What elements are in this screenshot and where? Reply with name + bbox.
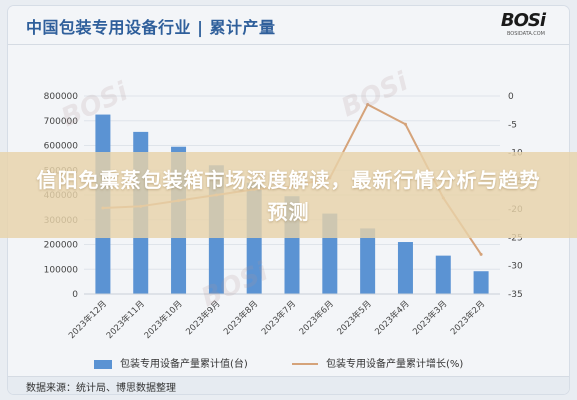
y-left-tick-label: 600000 <box>44 142 79 152</box>
y-right-tick-label: -30 <box>508 262 523 272</box>
bar <box>397 242 413 294</box>
x-tick-label: 2023年10月 <box>142 298 185 341</box>
bosi-logo-subtitle: BOSIDATA.COM <box>506 31 545 37</box>
y-left-tick-label: 0 <box>72 290 78 300</box>
line-point <box>403 122 407 126</box>
bar <box>473 271 489 294</box>
y-left-tick-label: 700000 <box>44 117 79 127</box>
bosi-logo: BOSi <box>500 10 546 31</box>
chart-legend: 包装专用设备产量累计值(台) 包装专用设备产量累计增长(%) <box>8 352 569 372</box>
y-left-tick-label: 800000 <box>44 92 79 102</box>
line-point <box>366 102 370 106</box>
y-right-tick-label: -35 <box>508 290 523 300</box>
bar <box>360 228 376 294</box>
chart-header: 中国包装专用设备行业 | 累计产量 BOSi BOSIDATA.COM <box>8 6 569 45</box>
bar <box>435 255 451 294</box>
x-tick-label: 2023年7月 <box>259 298 298 337</box>
y-right-tick-label: -25 <box>508 233 523 243</box>
x-tick-label: 2023年8月 <box>221 298 260 337</box>
x-tick-label: 2023年9月 <box>184 298 223 337</box>
legend-item-bar: 包装专用设备产量累计值(台) <box>94 355 248 370</box>
legend-bar-label: 包装专用设备产量累计值(台) <box>120 359 248 370</box>
line-point <box>479 252 483 256</box>
x-tick-label: 2023年4月 <box>373 298 412 337</box>
y-left-tick-label: 100000 <box>44 265 79 275</box>
x-tick-label: 2023年11月 <box>104 298 147 341</box>
y-left-tick-label: 200000 <box>44 241 79 251</box>
x-tick-label: 2023年3月 <box>410 298 449 337</box>
y-right-tick-label: 0 <box>508 92 514 102</box>
x-tick-label: 2023年5月 <box>335 298 374 337</box>
legend-bar-swatch <box>94 359 112 369</box>
x-tick-label: 2023年2月 <box>448 298 487 337</box>
legend-item-line: 包装专用设备产量累计增长(%) <box>292 355 463 370</box>
article-headline[interactable]: 信阳免熏蒸包装箱市场深度解读，最新行情分析与趋势预测 <box>36 168 541 224</box>
chart-title: 中国包装专用设备行业 | 累计产量 <box>26 18 276 37</box>
legend-line-swatch <box>292 363 318 365</box>
x-tick-label: 2023年12月 <box>66 298 109 341</box>
article-banner <box>0 152 577 238</box>
y-right-tick-label: -5 <box>508 120 517 130</box>
x-tick-label: 2023年6月 <box>297 298 336 337</box>
chart-footer: 数据来源：统计局、博思数据整理 <box>8 376 569 394</box>
legend-line-label: 包装专用设备产量累计增长(%) <box>326 359 464 370</box>
data-source: 数据来源：统计局、博思数据整理 <box>26 383 176 394</box>
